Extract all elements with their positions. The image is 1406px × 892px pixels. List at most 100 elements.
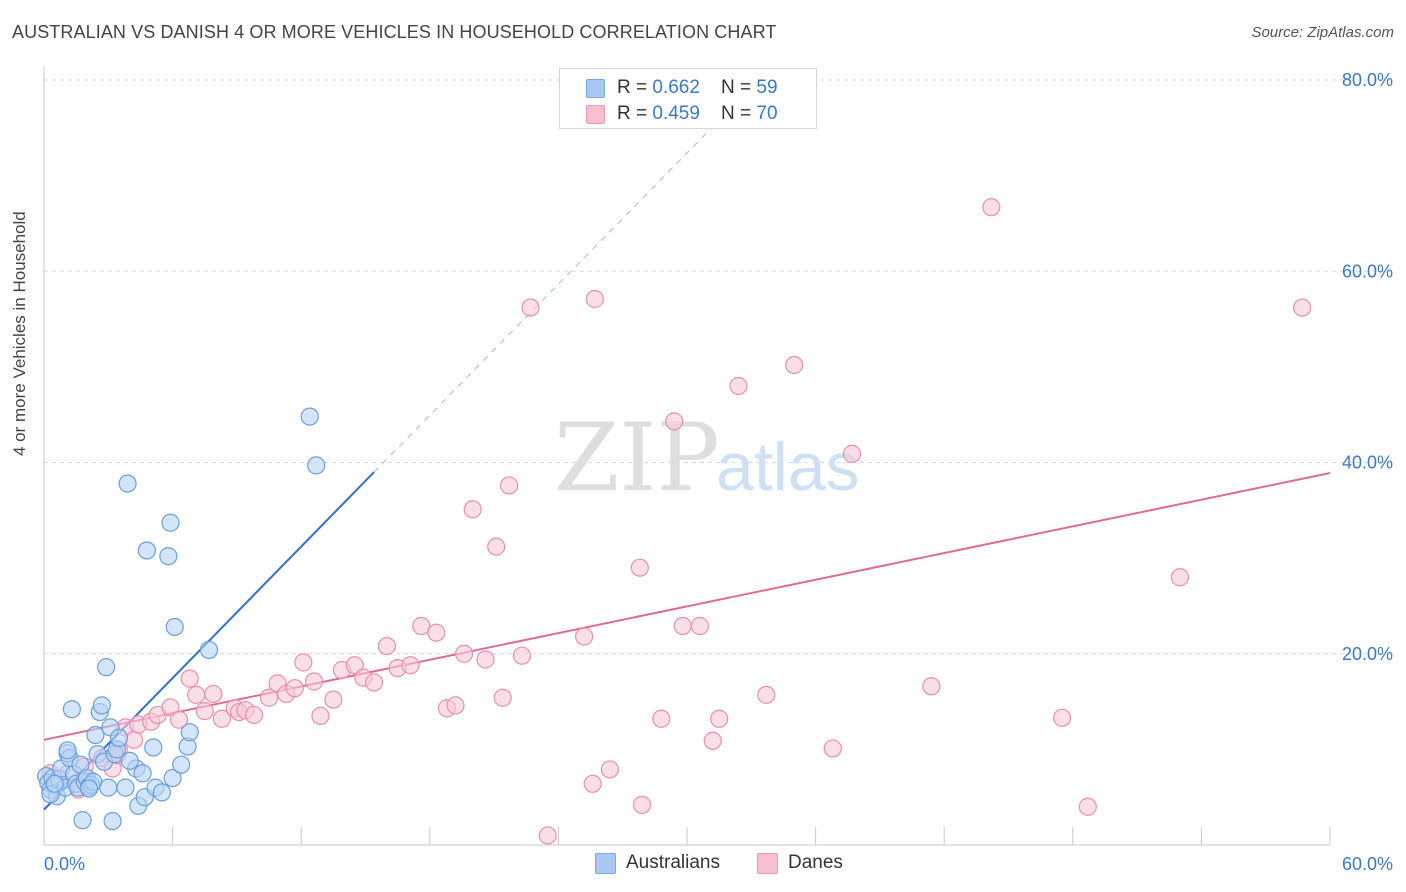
australians-point <box>161 513 180 532</box>
danes-point <box>377 636 397 656</box>
danes-point <box>412 616 431 636</box>
danes-point <box>982 198 1001 217</box>
danes-point <box>294 653 313 672</box>
danes-point <box>364 673 384 692</box>
danes-point <box>585 289 604 309</box>
danes-point <box>538 826 557 845</box>
danes-point <box>401 656 420 675</box>
danes-point <box>285 679 304 698</box>
australians-point <box>97 658 116 677</box>
danes-point <box>1078 797 1097 816</box>
x-tick-label: 0.0% <box>44 854 85 874</box>
danes-points <box>41 198 1312 845</box>
danes-point <box>304 672 324 691</box>
danes-point <box>583 774 602 793</box>
australians-trend-extension <box>373 89 750 473</box>
australians-point <box>307 456 326 475</box>
watermark: ZIP atlas <box>554 404 860 513</box>
danes-point <box>204 684 223 704</box>
danes-point <box>311 706 330 726</box>
danes-point <box>1170 568 1190 587</box>
australians-point <box>165 617 184 637</box>
australians-point <box>180 723 199 742</box>
australians-point <box>118 474 137 493</box>
danes-point <box>690 616 709 636</box>
danes-point <box>187 685 206 704</box>
australians-point <box>172 755 191 774</box>
legend-label-danes: Danes <box>788 852 843 873</box>
legend-n-value: 70 <box>756 103 778 124</box>
legend-swatch-pink <box>586 105 605 124</box>
danes-point <box>244 705 264 725</box>
danes-point <box>521 298 540 317</box>
australians-point <box>144 738 163 757</box>
australians-point <box>152 783 171 802</box>
australians-point <box>137 541 156 560</box>
danes-point <box>630 558 649 577</box>
danes-point <box>710 709 729 728</box>
danes-point <box>195 702 214 721</box>
legend-r-value: 0.459 <box>652 103 700 124</box>
australians-point <box>86 725 105 745</box>
legend-swatch-pink <box>757 853 778 874</box>
danes-point <box>345 656 364 675</box>
source-label: Source: ZipAtlas.com <box>1251 24 1394 41</box>
australians-point <box>163 768 182 788</box>
danes-point <box>1052 708 1072 727</box>
danes-point <box>169 710 189 729</box>
danes-point <box>259 688 279 707</box>
australians-point <box>92 696 111 715</box>
chart-title: AUSTRALIAN VS DANISH 4 OR MORE VEHICLES … <box>12 22 777 42</box>
tick-labels: 20.0% 40.0% 60.0% 80.0% 0.0% 60.0% <box>44 70 1393 874</box>
legend-r-label: R = <box>617 77 653 98</box>
y-tick-label: 60.0% <box>1342 261 1393 281</box>
danes-point <box>487 537 506 556</box>
danes-point <box>500 476 519 495</box>
danes-point <box>512 646 532 665</box>
danes-point <box>446 696 465 715</box>
legend-n-label: N = <box>721 103 757 124</box>
danes-point <box>427 623 446 642</box>
danes-point <box>476 650 495 669</box>
danes-point <box>703 731 722 750</box>
danes-point <box>212 709 231 728</box>
danes-point <box>673 616 692 636</box>
danes-point <box>823 739 842 758</box>
danes-point <box>785 355 804 375</box>
danes-point <box>575 627 594 646</box>
australians-point <box>159 547 178 566</box>
danes-point <box>161 698 180 717</box>
australians-point <box>45 774 64 793</box>
legend-swatch-blue <box>595 853 616 874</box>
danes-point <box>922 677 941 696</box>
legend-n-label: N = <box>721 77 757 98</box>
danes-point <box>729 376 748 396</box>
danes-point <box>632 795 652 814</box>
legend-label-australians: Australians <box>626 852 720 873</box>
legend-r-value: 0.662 <box>652 77 700 98</box>
danes-point <box>454 644 474 663</box>
danes-point <box>324 690 343 709</box>
grid-lines <box>44 79 1394 655</box>
australians-point <box>79 779 99 798</box>
danes-point <box>180 669 199 688</box>
watermark-atlas: atlas <box>716 429 860 505</box>
australians-point <box>99 778 118 797</box>
australians-point <box>73 811 92 830</box>
danes-point <box>1293 298 1312 317</box>
danes-point <box>600 760 619 779</box>
australians-point <box>199 640 219 660</box>
x-tick-label: 60.0% <box>1342 854 1393 874</box>
legend-n-value: 59 <box>756 77 778 98</box>
australians-point <box>300 407 319 426</box>
watermark-zip: ZIP <box>554 404 720 513</box>
legend-r-label: R = <box>617 103 653 124</box>
axes <box>43 66 1331 846</box>
legend-swatch-blue <box>586 79 605 98</box>
y-tick-label: 40.0% <box>1342 453 1393 473</box>
y-tick-label: 20.0% <box>1342 644 1393 664</box>
y-tick-label: 80.0% <box>1342 70 1393 90</box>
australians-point <box>120 751 139 770</box>
australians-point <box>133 764 152 783</box>
